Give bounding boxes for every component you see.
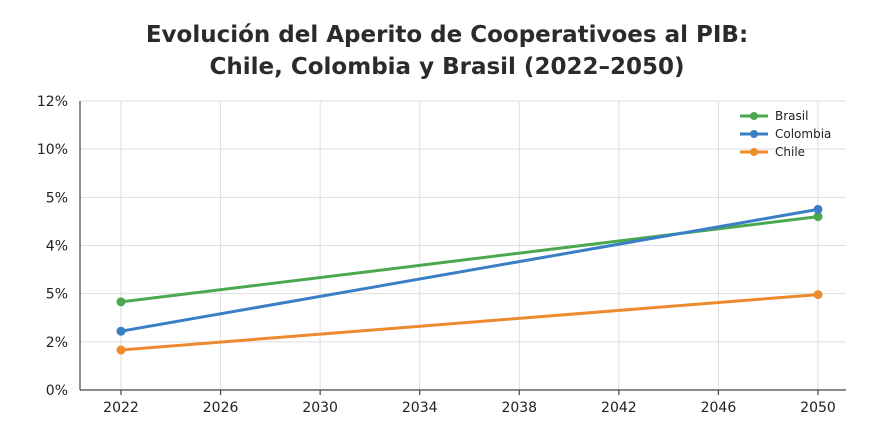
chart-title: Evolución del Aperito de Cooperativoes a… [146, 22, 748, 80]
legend-label-colombia: Colombia [775, 127, 831, 141]
y-tick-label: 12% [37, 94, 68, 110]
series-lines [116, 204, 823, 355]
data-point-brasil [813, 212, 823, 222]
y-tick-label: 10% [37, 142, 68, 158]
x-tick-label: 2050 [800, 400, 836, 416]
legend-marker-colombia [750, 130, 758, 138]
data-point-chile [116, 345, 126, 355]
legend-marker-brasil [750, 112, 758, 120]
chart-title-line-2: Chile, Colombia y Brasil (2022–2050) [210, 54, 685, 80]
x-tick-label: 2022 [103, 400, 139, 416]
series-line-brasil [119, 215, 820, 304]
legend-label-brasil: Brasil [775, 109, 808, 123]
gridlines [80, 100, 846, 390]
legend-label-chile: Chile [775, 145, 805, 159]
data-point-colombia [813, 204, 823, 214]
x-tick-label: 2046 [701, 400, 737, 416]
series-line-colombia [119, 207, 820, 333]
y-tick-label: 2% [46, 335, 68, 351]
y-tick-label: 4% [46, 239, 68, 255]
legend-item-colombia: Colombia [740, 127, 831, 141]
y-tick-label: 5% [46, 190, 68, 206]
chart-title-line-1: Evolución del Aperito de Cooperativoes a… [146, 22, 748, 48]
legend: Brasil Colombia Chile [740, 109, 831, 159]
x-tick-label: 2026 [203, 400, 239, 416]
y-axis-ticks: 0% 2% 5% 4% 5% 10% 12% [37, 94, 68, 399]
x-tick-label: 2038 [501, 400, 537, 416]
y-tick-label: 5% [46, 287, 68, 303]
legend-item-chile: Chile [740, 145, 805, 159]
data-point-colombia [116, 326, 126, 336]
x-tick-label: 2034 [402, 400, 438, 416]
series-line-chile [119, 293, 820, 352]
x-tick-label: 2042 [601, 400, 637, 416]
legend-item-brasil: Brasil [740, 109, 808, 123]
legend-marker-chile [750, 148, 758, 156]
x-tick-label: 2030 [302, 400, 338, 416]
data-point-brasil [116, 297, 126, 307]
data-point-chile [813, 290, 823, 300]
y-tick-label: 0% [46, 383, 68, 399]
x-axis-ticks: 2022 2026 2030 2034 2038 2042 2046 2050 [103, 390, 836, 416]
